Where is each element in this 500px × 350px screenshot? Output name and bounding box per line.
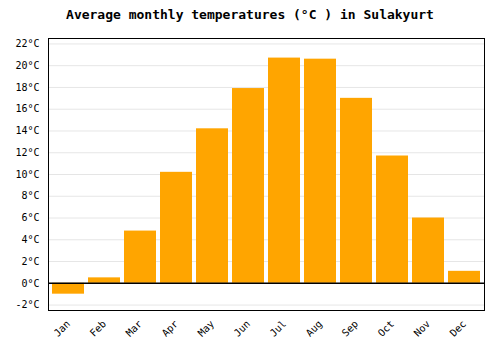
- svg-text:Oct: Oct: [376, 318, 397, 339]
- svg-text:Dec: Dec: [448, 318, 469, 339]
- svg-text:12°C: 12°C: [15, 147, 39, 158]
- svg-text:Mar: Mar: [124, 318, 145, 339]
- svg-text:16°C: 16°C: [15, 103, 39, 114]
- svg-text:10°C: 10°C: [15, 169, 39, 180]
- svg-text:4°C: 4°C: [21, 234, 39, 245]
- svg-text:Nov: Nov: [412, 318, 433, 339]
- svg-text:14°C: 14°C: [15, 125, 39, 136]
- svg-text:6°C: 6°C: [21, 212, 39, 223]
- html-text:Average monthly temperatures (: Average monthly temperatures (°C ) in Su…: [66, 7, 434, 22]
- svg-text:8°C: 8°C: [21, 190, 39, 201]
- svg-text:Sep: Sep: [340, 318, 361, 339]
- svg-text:Jun: Jun: [232, 318, 253, 339]
- svg-text:Feb: Feb: [88, 318, 109, 339]
- svg-text:Jan: Jan: [52, 318, 73, 339]
- svg-text:18°C: 18°C: [15, 82, 39, 93]
- svg-text:22°C: 22°C: [15, 38, 39, 49]
- svg-text:-2°C: -2°C: [15, 299, 39, 310]
- svg-text:20°C: 20°C: [15, 60, 39, 71]
- svg-text:Apr: Apr: [160, 318, 181, 339]
- svg-text:Aug: Aug: [304, 318, 325, 339]
- svg-text:0°C: 0°C: [21, 278, 39, 289]
- svg-text:2°C: 2°C: [21, 256, 39, 267]
- svg-text:Jul: Jul: [268, 318, 289, 339]
- svg-text:May: May: [196, 318, 217, 339]
